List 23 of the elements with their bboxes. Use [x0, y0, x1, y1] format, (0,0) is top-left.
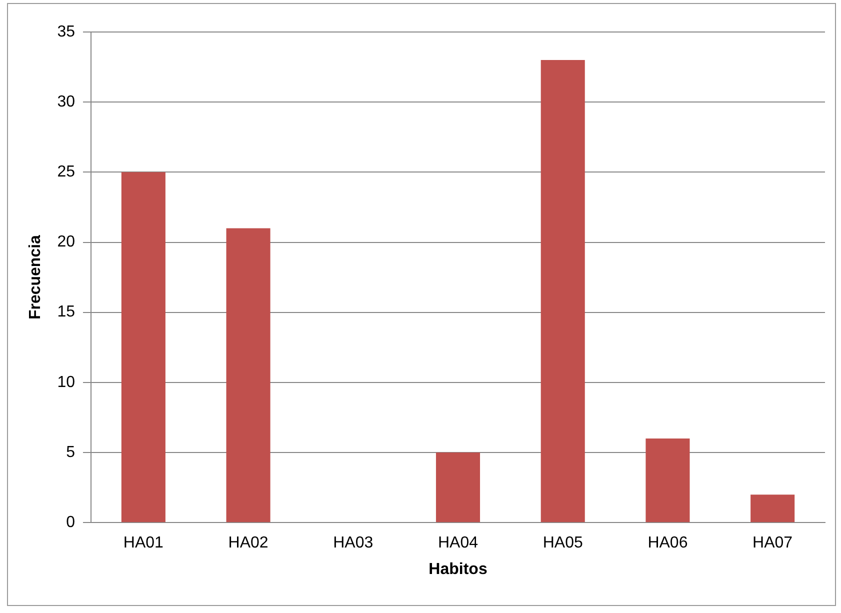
x-tick-label: HA05 — [542, 534, 583, 552]
x-tick-label: HA03 — [333, 534, 374, 552]
bar — [540, 60, 585, 522]
y-tick-label: 0 — [66, 514, 76, 532]
y-tick-label: 35 — [57, 23, 76, 40]
y-tick-label: 15 — [57, 304, 76, 321]
y-tick-label: 20 — [57, 234, 76, 251]
y-tick-label: 30 — [57, 93, 76, 110]
bar — [646, 438, 690, 522]
x-tick-label: HA07 — [752, 534, 793, 552]
y-axis-title: Frecuencia — [27, 234, 44, 320]
x-tick-label: HA02 — [228, 534, 268, 552]
y-tick-label: 10 — [57, 374, 76, 391]
y-tick-label: 5 — [66, 444, 76, 461]
bar — [226, 228, 270, 522]
x-tick-label: HA01 — [123, 534, 164, 552]
bar — [121, 172, 166, 522]
x-axis-title: Habitos — [428, 560, 488, 578]
bar — [436, 452, 480, 522]
y-tick-label: 25 — [57, 164, 76, 181]
x-tick-label: HA06 — [648, 534, 688, 552]
bar — [750, 494, 795, 522]
x-tick-label: HA04 — [438, 534, 478, 552]
